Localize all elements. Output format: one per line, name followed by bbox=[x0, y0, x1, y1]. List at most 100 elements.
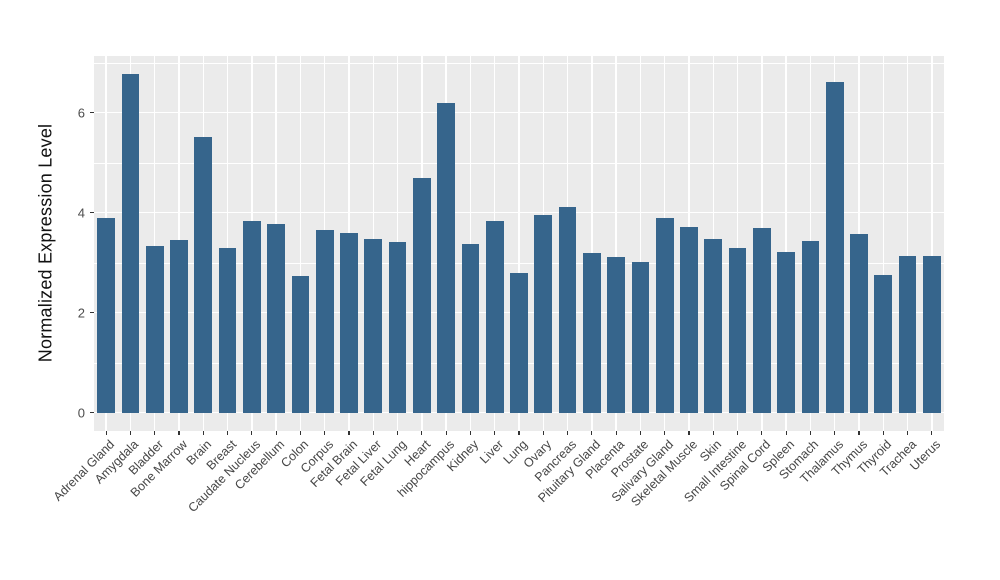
x-category-label: Liver bbox=[476, 437, 506, 467]
bar-lung bbox=[510, 273, 528, 413]
x-axis-tick bbox=[639, 431, 642, 435]
x-axis-tick bbox=[615, 431, 617, 435]
vertical-gridline bbox=[931, 56, 933, 431]
x-axis-tick bbox=[251, 431, 253, 435]
vertical-gridline bbox=[639, 56, 642, 431]
bar-skeletal-muscle bbox=[680, 227, 698, 413]
bar-bladder bbox=[145, 245, 164, 413]
bar-adrenal-gland bbox=[97, 217, 115, 413]
y-axis-title: Normalized Expression Level bbox=[35, 123, 56, 363]
bar-prostate bbox=[631, 262, 650, 413]
x-axis-tick bbox=[348, 431, 350, 435]
x-axis-tick bbox=[154, 431, 156, 435]
x-axis-tick bbox=[129, 431, 132, 435]
x-axis-tick bbox=[299, 431, 302, 435]
x-axis-tick bbox=[494, 431, 496, 435]
vertical-gridline bbox=[469, 56, 472, 431]
x-axis-tick bbox=[858, 431, 860, 435]
x-axis-tick bbox=[591, 431, 593, 435]
major-gridline bbox=[94, 412, 944, 414]
y-axis-tick bbox=[90, 112, 94, 114]
vertical-gridline bbox=[615, 56, 617, 431]
x-axis-tick bbox=[372, 431, 374, 435]
x-axis-tick bbox=[396, 431, 399, 435]
vertical-gridline bbox=[299, 56, 302, 431]
x-axis-tick bbox=[542, 431, 544, 435]
x-axis-tick bbox=[809, 431, 812, 435]
y-tick-label: 4 bbox=[77, 205, 85, 221]
y-tick-label: 6 bbox=[77, 105, 85, 121]
bar-liver bbox=[485, 221, 504, 413]
bar-placenta bbox=[607, 256, 625, 413]
vertical-gridline bbox=[591, 56, 593, 431]
y-axis-tick bbox=[90, 412, 94, 414]
vertical-gridline bbox=[154, 56, 156, 431]
x-axis-tick bbox=[761, 431, 763, 435]
bar-fetal-lung bbox=[388, 241, 407, 413]
minor-gridline bbox=[94, 162, 944, 164]
bar-pituitary-gland bbox=[582, 252, 601, 413]
bar-spinal-cord bbox=[752, 227, 771, 413]
vertical-gridline bbox=[785, 56, 787, 431]
x-axis-tick bbox=[226, 431, 229, 435]
x-axis-tick bbox=[736, 431, 739, 435]
bar-kidney bbox=[461, 244, 480, 413]
minor-gridline bbox=[94, 262, 944, 264]
bar-bone-marrow bbox=[170, 239, 188, 413]
x-axis-tick bbox=[712, 431, 714, 435]
x-axis-tick bbox=[931, 431, 933, 435]
bar-skin bbox=[704, 238, 723, 413]
major-gridline bbox=[94, 112, 944, 114]
vertical-gridline bbox=[518, 56, 520, 431]
x-axis-tick bbox=[785, 431, 787, 435]
x-axis-tick bbox=[664, 431, 666, 435]
x-axis-tick bbox=[518, 431, 520, 435]
bar-salivary-gland bbox=[655, 218, 674, 413]
y-tick-label: 0 bbox=[77, 405, 85, 421]
major-gridline bbox=[94, 212, 944, 214]
bar-stomach bbox=[801, 241, 820, 413]
bar-uterus bbox=[922, 256, 941, 413]
x-axis-tick bbox=[445, 431, 447, 435]
bar-fetal-liver bbox=[364, 239, 383, 413]
x-axis-tick bbox=[882, 431, 884, 435]
vertical-gridline bbox=[906, 56, 909, 431]
y-axis-tick bbox=[90, 212, 94, 214]
x-axis-tick bbox=[688, 431, 690, 435]
bar-breast bbox=[218, 247, 237, 413]
bar-thyroid bbox=[874, 275, 893, 413]
bar-thalamus bbox=[825, 82, 844, 413]
plot-panel bbox=[94, 56, 944, 431]
y-axis-tick bbox=[90, 312, 94, 314]
vertical-gridline bbox=[882, 56, 884, 431]
x-axis-tick bbox=[105, 431, 107, 435]
bar-spleen bbox=[777, 252, 795, 413]
x-axis-tick bbox=[202, 431, 204, 435]
bar-thymus bbox=[850, 234, 868, 413]
x-axis-tick bbox=[566, 431, 569, 435]
bar-hippocampus bbox=[437, 103, 455, 413]
bar-ovary bbox=[534, 215, 553, 413]
bar-heart bbox=[412, 177, 431, 413]
bar-corpus bbox=[315, 230, 334, 413]
bar-colon bbox=[291, 276, 310, 413]
vertical-gridline bbox=[226, 56, 229, 431]
bar-caudate-nucleus bbox=[242, 220, 261, 413]
minor-gridline bbox=[94, 62, 944, 64]
bar-cerebellum bbox=[267, 223, 285, 413]
x-axis-tick bbox=[275, 431, 277, 435]
bar-brain bbox=[194, 136, 213, 413]
x-axis-tick bbox=[906, 431, 909, 435]
y-tick-label: 2 bbox=[77, 305, 85, 321]
bar-pancreas bbox=[558, 206, 577, 413]
x-axis-tick bbox=[324, 431, 326, 435]
bar-fetal-brain bbox=[340, 233, 358, 413]
vertical-gridline bbox=[736, 56, 739, 431]
bar-amygdala bbox=[121, 74, 140, 413]
bar-small-intestine bbox=[728, 247, 747, 413]
x-axis-tick bbox=[421, 431, 423, 435]
x-axis-tick bbox=[469, 431, 472, 435]
x-axis-tick bbox=[178, 431, 180, 435]
x-axis-tick bbox=[834, 431, 836, 435]
